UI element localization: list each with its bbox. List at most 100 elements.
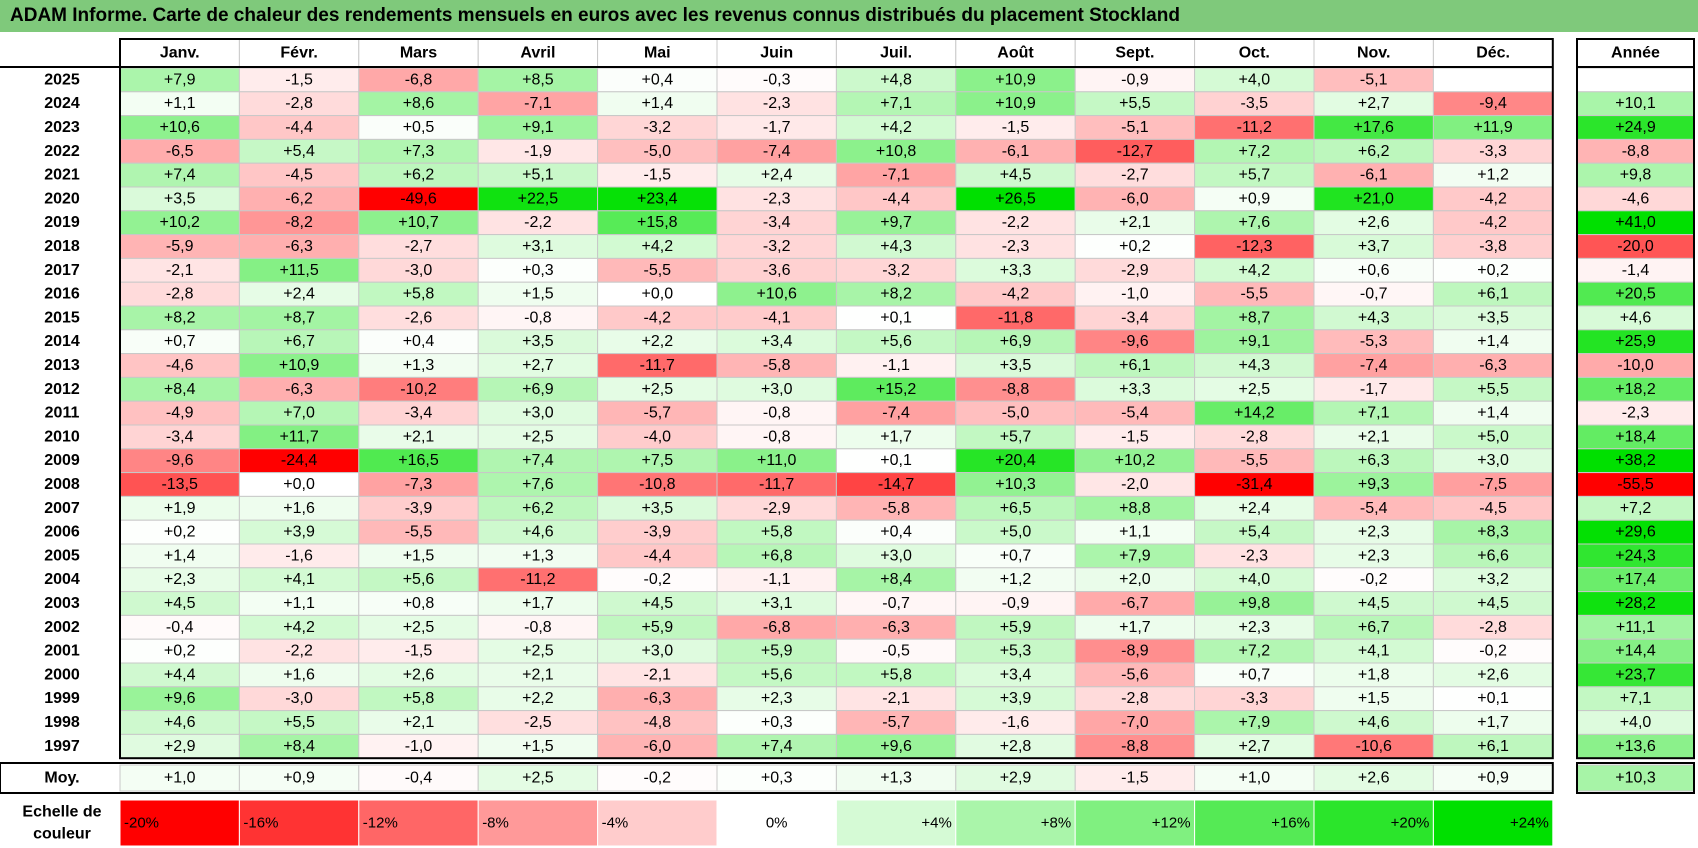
- cell-value: +8,6: [403, 95, 435, 112]
- cell-value: -5,4: [1121, 405, 1149, 422]
- annual-value: +18,2: [1615, 381, 1656, 398]
- year-label: 2024: [44, 95, 80, 112]
- color-scale-label: Echelle de: [22, 804, 101, 821]
- color-scale-swatch: [477, 799, 599, 847]
- table-row: 2022 -6,5 +5,4 +7,3 -1,9 -5,0 -7,4 +10,8 -6,1 -12…: [44, 138, 1695, 164]
- cell-value: +23,4: [637, 190, 678, 207]
- year-label: 1998: [44, 714, 80, 731]
- average-cell: [358, 764, 479, 792]
- cell-value: -6,8: [405, 71, 433, 88]
- cell-value: +7,2: [1239, 643, 1271, 660]
- cell-value: +2,2: [522, 690, 554, 707]
- cell-value: +2,1: [1119, 214, 1151, 231]
- year-label: 2008: [44, 476, 80, 493]
- cell-value: -7,1: [882, 167, 910, 184]
- cell-value: -0,9: [1121, 71, 1149, 88]
- table-row: 1999 +9,6 -3,0 +5,8 +2,2 -6,3 +2,3 -2,1 +3,9 -2,8…: [44, 686, 1695, 712]
- cell-value: -5,6: [1121, 666, 1149, 683]
- table-row: 2015 +8,2 +8,7 -2,6 -0,8 -4,2 -4,1 +0,1 -11,8 -3,…: [44, 305, 1695, 331]
- cell-value: -12,7: [1117, 143, 1154, 160]
- cell-value: +5,8: [880, 666, 912, 683]
- year-label: 2025: [44, 71, 80, 88]
- cell-value: +1,5: [522, 738, 554, 755]
- month-header-label: Oct.: [1239, 45, 1270, 62]
- cell-value: +10,2: [1115, 452, 1156, 469]
- cell-value: +4,5: [642, 595, 674, 612]
- cell-value: +1,4: [164, 547, 196, 564]
- cell-value: +2,4: [283, 286, 315, 303]
- cell-value: -4,5: [1479, 500, 1507, 517]
- cell-value: +8,4: [283, 738, 315, 755]
- cell-value: -4,0: [644, 428, 672, 445]
- cell-value: +1,7: [880, 428, 912, 445]
- grid-frame: [119, 38, 1554, 760]
- cell-value: -5,7: [882, 714, 910, 731]
- year-label: 2009: [44, 452, 80, 469]
- cell-value: +6,1: [1119, 357, 1151, 374]
- cell-value: +4,5: [1477, 595, 1509, 612]
- cell-value: +3,5: [642, 500, 674, 517]
- cell-value: +3,7: [1358, 238, 1390, 255]
- cell-value: +0,2: [1119, 238, 1151, 255]
- color-scale-swatch: [597, 799, 718, 847]
- month-header-cell: [1074, 38, 1196, 68]
- cell-value: +4,5: [1000, 167, 1032, 184]
- year-header-label: Année: [1611, 45, 1660, 62]
- year-label: 2014: [44, 333, 80, 350]
- cell-value: +2,6: [1358, 214, 1390, 231]
- cell-value: -9,6: [1121, 333, 1149, 350]
- month-header-cell: [1194, 38, 1315, 68]
- cell-value: +2,7: [1239, 738, 1271, 755]
- cell-value: +2,6: [403, 666, 435, 683]
- cell-value: +7,5: [642, 452, 674, 469]
- color-scale-stop: +8%: [1041, 815, 1071, 832]
- cell-value: +5,8: [403, 690, 435, 707]
- color-scale-stop: 0%: [766, 815, 788, 832]
- cell-value: +15,2: [876, 381, 917, 398]
- annual-value: +9,8: [1620, 167, 1652, 184]
- cell-value: -5,8: [763, 357, 791, 374]
- cell-value: +0,7: [1239, 666, 1271, 683]
- cell-value: +9,7: [880, 214, 912, 231]
- year-label: 2000: [44, 666, 80, 683]
- cell-value: +8,2: [880, 286, 912, 303]
- cell-value: -6,3: [1479, 357, 1507, 374]
- annual-value: +38,2: [1615, 452, 1656, 469]
- cell-value: +0,3: [522, 262, 554, 279]
- cell-value: +2,7: [1358, 95, 1390, 112]
- cell-value: -5,7: [644, 405, 672, 422]
- cell-value: +0,0: [642, 286, 674, 303]
- cell-value: +5,5: [283, 714, 315, 731]
- cell-value: -11,7: [759, 476, 794, 493]
- cell-value: +0,4: [403, 333, 435, 350]
- cell-value: -1,5: [405, 643, 433, 660]
- cell-value: +0,1: [880, 309, 912, 326]
- table-row: 2007 +1,9 +1,6 -3,9 +6,2 +3,5 -2,9 -5,8 +6,5 +8,8…: [44, 495, 1695, 521]
- color-scale-stop: -16%: [243, 815, 278, 832]
- month-header-label: Mai: [644, 45, 671, 62]
- cell-value: -4,2: [1479, 214, 1507, 231]
- annual-value: +20,5: [1615, 286, 1656, 303]
- cell-value: -6,3: [285, 238, 313, 255]
- table-row: 2020 +3,5 -6,2 -49,6 +22,5 +23,4 -2,3 -4,4 +26,5…: [44, 186, 1695, 212]
- average-value: -0,2: [644, 770, 672, 787]
- year-label: 2001: [44, 643, 80, 660]
- cell-value: +4,1: [283, 571, 315, 588]
- cell-value: -4,4: [644, 547, 672, 564]
- cell-value: -2,9: [763, 500, 791, 517]
- year-label: 2017: [44, 262, 80, 279]
- color-scale: Echelle de couleur -20% -16% -12% -8% -4% 0% +4%…: [22, 799, 1554, 847]
- cell-value: -2,8: [1479, 619, 1507, 636]
- cell-value: +5,9: [642, 619, 674, 636]
- color-scale-label: couleur: [33, 826, 91, 843]
- cell-value: +3,3: [1119, 381, 1151, 398]
- cell-value: -5,8: [882, 500, 910, 517]
- table-row: 2021 +7,4 -4,5 +6,2 +5,1 -1,5 +2,4 -7,1 +4,5 -2,7…: [44, 162, 1695, 188]
- annual-value: +25,9: [1615, 333, 1656, 350]
- cell-value: -3,2: [763, 238, 791, 255]
- cell-value: +6,7: [283, 333, 315, 350]
- average-value: +1,0: [164, 770, 196, 787]
- cell-value: +4,1: [1358, 643, 1390, 660]
- cell-value: +4,6: [1358, 714, 1390, 731]
- cell-value: -2,1: [644, 666, 672, 683]
